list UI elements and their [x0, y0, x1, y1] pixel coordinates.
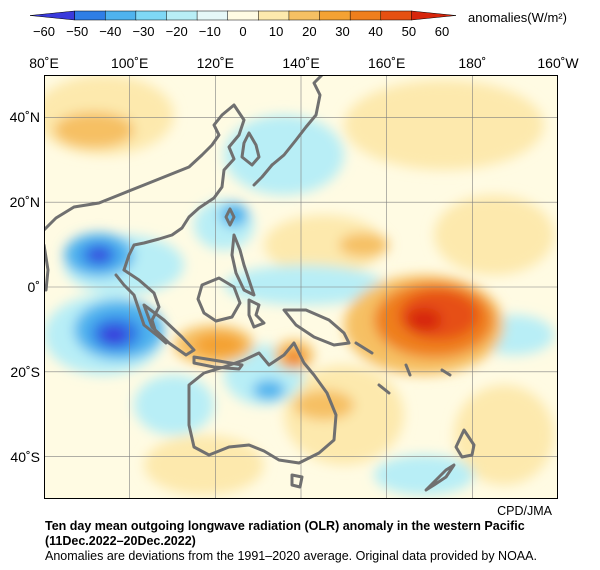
colorbar [29, 10, 457, 21]
colorbar-segment [288, 10, 321, 21]
colorbar-tick-label: 30 [335, 24, 350, 39]
colorbar-tick-label: −10 [198, 24, 221, 39]
colorbar-tick-label: 0 [239, 24, 247, 39]
colorbar-segment [104, 10, 137, 21]
colorbar-segment [319, 10, 351, 21]
caption-period: (11Dec.2022–20Dec.2022) [45, 534, 196, 548]
colorbar-tick-label: −50 [66, 24, 89, 39]
caption: Ten day mean outgoing longwave radiation… [45, 519, 537, 564]
colorbar-tick-label: 40 [368, 24, 383, 39]
colorbar-segment [411, 10, 457, 21]
colorbar-tick-label: 60 [434, 24, 450, 39]
colorbar-segments [29, 10, 457, 21]
longitude-label: 180˚ [458, 55, 487, 71]
latitude-label: 40˚S [10, 448, 40, 465]
longitude-label: 160˚E [367, 55, 406, 71]
longitude-label: 80˚E [29, 55, 59, 71]
coastlines [44, 75, 476, 492]
longitude-label: 120˚E [196, 55, 234, 71]
colorbar-segment [74, 10, 106, 21]
longitude-label: 160˚W [537, 55, 579, 71]
latitude-label: 0˚ [27, 279, 40, 295]
colorbar-tick-label: −30 [132, 24, 155, 39]
caption-note: Anomalies are deviations from the 1991–2… [45, 549, 537, 563]
latitude-label: 40˚N [9, 109, 40, 126]
colorbar-tick-label: 20 [302, 24, 317, 39]
colorbar-segment [166, 10, 198, 21]
olr-anomaly-map [44, 75, 558, 499]
longitude-label: 140˚E [282, 55, 320, 71]
colorbar-segment [380, 10, 413, 21]
caption-title: Ten day mean outgoing longwave radiation… [45, 519, 525, 533]
latitude-label: 20˚N [9, 194, 40, 211]
credit-label: CPD/JMA [497, 504, 552, 518]
colorbar-segment [258, 10, 290, 21]
map-frame [44, 75, 558, 499]
longitude-label: 100˚E [110, 55, 149, 71]
colorbar-segment [349, 10, 382, 21]
latitude-label: 20˚S [10, 363, 40, 380]
colorbar-tick-label: −20 [165, 24, 188, 39]
colorbar-segment [135, 10, 168, 21]
colorbar-tick-label: 50 [401, 24, 417, 39]
colorbar-unit-label: anomalies(W/m²) [468, 10, 567, 25]
colorbar-tick-label: −40 [99, 24, 122, 39]
anomaly-field [44, 75, 554, 495]
colorbar-tick-label: 10 [268, 24, 284, 39]
colorbar-segment [196, 10, 229, 21]
graticule [44, 75, 558, 499]
colorbar-segment [29, 10, 75, 21]
colorbar-segment [227, 10, 260, 21]
colorbar-tick-label: −60 [32, 24, 56, 39]
